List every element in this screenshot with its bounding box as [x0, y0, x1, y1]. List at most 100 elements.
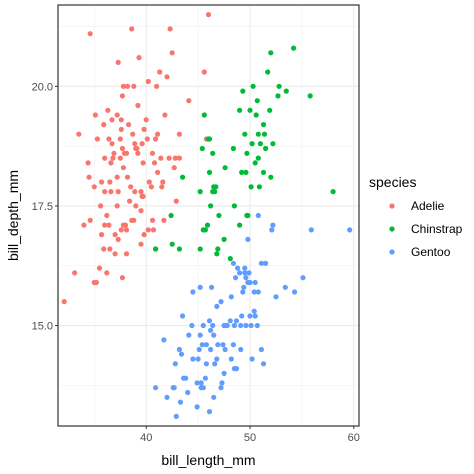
data-point [117, 136, 123, 142]
data-point [85, 160, 91, 166]
data-point [230, 260, 236, 266]
data-point [242, 265, 248, 271]
data-point [237, 107, 243, 113]
data-point [202, 227, 208, 233]
data-point [177, 399, 184, 405]
data-point [205, 12, 212, 18]
data-point [253, 112, 259, 118]
data-point [252, 279, 258, 286]
data-point [215, 342, 221, 348]
data-point [118, 117, 124, 123]
data-point [194, 404, 200, 410]
data-point [153, 246, 159, 252]
data-point [203, 342, 209, 348]
data-point [237, 270, 243, 276]
data-point [273, 294, 279, 300]
data-point [133, 203, 139, 209]
data-point [201, 112, 207, 118]
data-point [108, 160, 114, 166]
data-point [118, 227, 124, 233]
data-point [238, 346, 244, 353]
data-point [101, 122, 107, 128]
data-point [261, 131, 268, 137]
data-point [115, 236, 121, 242]
data-point [94, 136, 100, 142]
data-point [330, 189, 336, 195]
x-tick-label: 60 [348, 432, 360, 444]
data-point [151, 160, 158, 166]
data-point [176, 155, 182, 161]
data-point [176, 346, 182, 353]
data-point [232, 275, 239, 281]
data-point [176, 131, 182, 137]
data-point [178, 351, 185, 357]
data-point [241, 284, 247, 290]
data-point [98, 203, 104, 209]
data-point [106, 136, 112, 142]
data-point [164, 74, 170, 80]
data-point [243, 169, 249, 175]
data-point [307, 93, 313, 99]
data-point [256, 184, 262, 190]
data-point [114, 112, 120, 118]
data-point [240, 289, 246, 295]
data-point [222, 346, 228, 353]
data-point [237, 222, 243, 228]
data-point [91, 184, 97, 190]
data-point [129, 26, 135, 32]
data-point [128, 184, 134, 190]
data-point [109, 141, 115, 147]
data-point [189, 322, 195, 329]
data-point [104, 212, 110, 219]
data-point [231, 322, 237, 329]
data-point [210, 322, 216, 329]
y-axis-title: bill_depth_mm [5, 170, 21, 261]
data-point [149, 217, 156, 223]
data-point [166, 155, 172, 161]
data-point [115, 189, 121, 195]
data-point [254, 322, 260, 329]
data-point [124, 174, 131, 180]
data-point [247, 107, 253, 113]
data-point [72, 270, 78, 276]
data-point [120, 83, 126, 89]
data-point [197, 284, 203, 290]
data-point [218, 385, 224, 391]
data-point [254, 98, 260, 104]
data-point [111, 150, 117, 156]
data-point [164, 394, 170, 400]
data-point [104, 270, 110, 276]
data-point [155, 131, 161, 137]
data-point [258, 260, 264, 266]
data-point [300, 275, 306, 281]
data-point [242, 131, 248, 137]
data-point [265, 69, 271, 75]
legend: species Adelie Chinstrap Gentoo [369, 174, 463, 259]
data-point [212, 189, 218, 195]
legend-key [389, 203, 395, 209]
data-point [139, 141, 145, 147]
data-point [195, 356, 201, 362]
data-point [251, 308, 257, 314]
data-point [157, 69, 163, 75]
data-point [105, 107, 111, 113]
data-point [114, 203, 120, 209]
data-point [208, 327, 214, 333]
data-point [110, 155, 116, 161]
data-point [194, 380, 200, 386]
data-point [99, 232, 105, 238]
data-point [282, 284, 288, 290]
data-point [76, 131, 82, 137]
data-point [221, 236, 227, 242]
data-point [239, 313, 245, 319]
data-point [198, 380, 204, 386]
data-point [260, 122, 267, 128]
data-point [149, 150, 156, 156]
data-point [144, 136, 150, 142]
data-point [143, 117, 149, 123]
data-point [214, 356, 220, 362]
data-point [153, 136, 159, 142]
data-point [210, 150, 216, 156]
x-axis-title: bill_length_mm [161, 452, 255, 468]
data-point [215, 246, 221, 252]
